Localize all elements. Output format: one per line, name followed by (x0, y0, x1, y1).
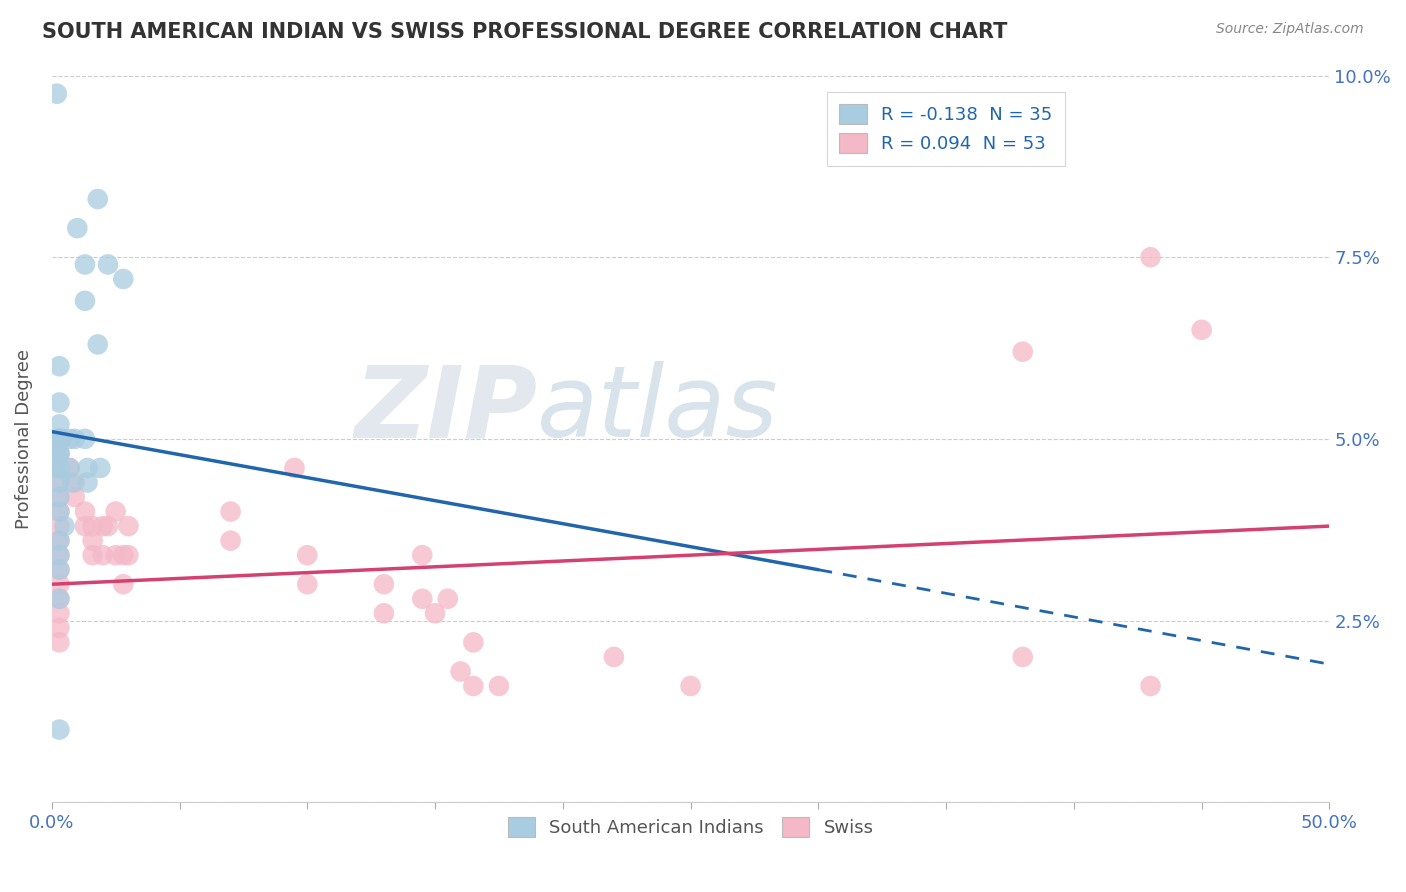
Point (219, 533, 242, 548)
Point (48, 432, 70, 446)
Point (411, 548, 433, 562)
Point (73, 293, 96, 308)
Point (48, 461, 70, 475)
Point (82, 519, 104, 533)
Point (48, 519, 70, 533)
Point (53, 519, 76, 533)
Point (48, 395, 70, 409)
Point (59, 461, 82, 475)
Point (423, 607, 446, 621)
Point (91, 519, 114, 533)
Point (48, 723, 70, 737)
Point (48, 359, 70, 374)
Text: ZIP: ZIP (354, 361, 537, 458)
Point (48, 490, 70, 504)
Point (63, 490, 86, 504)
Point (48, 461, 70, 475)
Point (48, 607, 70, 621)
Text: SOUTH AMERICAN INDIAN VS SWISS PROFESSIONAL DEGREE CORRELATION CHART: SOUTH AMERICAN INDIAN VS SWISS PROFESSIO… (42, 22, 1008, 42)
Legend: South American Indians, Swiss: South American Indians, Swiss (501, 810, 880, 844)
Point (48, 446, 70, 460)
Point (73, 519, 96, 533)
Point (104, 548, 127, 562)
Point (488, 679, 510, 693)
Point (48, 533, 70, 548)
Point (63, 475, 86, 490)
Point (97, 257, 120, 271)
Point (76, 475, 98, 490)
Point (1191, 323, 1213, 337)
Point (66, 221, 89, 235)
Point (48, 490, 70, 504)
Point (87, 192, 110, 206)
Point (48, 475, 70, 490)
Point (219, 505, 242, 519)
Point (48, 548, 70, 562)
Point (411, 591, 433, 606)
Point (73, 257, 96, 271)
Point (1139, 679, 1161, 693)
Point (48, 446, 70, 460)
Point (1139, 250, 1161, 264)
Point (48, 505, 70, 519)
Point (373, 577, 395, 591)
Point (297, 577, 319, 591)
Point (48, 505, 70, 519)
Point (87, 337, 110, 351)
Point (48, 432, 70, 446)
Point (437, 591, 460, 606)
Point (82, 548, 104, 562)
Point (48, 417, 70, 432)
Point (117, 519, 139, 533)
Point (91, 548, 114, 562)
Point (463, 635, 485, 649)
Point (373, 607, 395, 621)
Point (48, 548, 70, 562)
Point (59, 432, 82, 446)
Point (48, 533, 70, 548)
Point (48, 563, 70, 577)
Point (76, 461, 98, 475)
Point (48, 461, 70, 475)
Point (112, 272, 135, 286)
Point (679, 679, 702, 693)
Point (97, 519, 120, 533)
Point (48, 446, 70, 460)
Point (48, 591, 70, 606)
Point (297, 548, 319, 562)
Point (51, 432, 73, 446)
Point (463, 679, 485, 693)
Point (48, 591, 70, 606)
Point (48, 621, 70, 635)
Point (48, 635, 70, 649)
Point (48, 432, 70, 446)
Point (117, 548, 139, 562)
Point (603, 649, 626, 664)
Point (48, 432, 70, 446)
Point (82, 533, 104, 548)
Point (283, 461, 305, 475)
Point (48, 563, 70, 577)
Point (45, 87, 67, 101)
Y-axis label: Professional Degree: Professional Degree (15, 349, 32, 529)
Point (60, 475, 83, 490)
Point (48, 475, 70, 490)
Point (59, 461, 82, 475)
Point (112, 548, 135, 562)
Text: Source: ZipAtlas.com: Source: ZipAtlas.com (1216, 22, 1364, 37)
Point (73, 505, 96, 519)
Point (1011, 344, 1033, 359)
Point (112, 577, 135, 591)
Point (48, 577, 70, 591)
Text: atlas: atlas (537, 361, 779, 458)
Point (73, 432, 96, 446)
Point (104, 505, 127, 519)
Point (450, 665, 472, 679)
Point (1011, 649, 1033, 664)
Point (63, 432, 86, 446)
Point (89, 461, 111, 475)
